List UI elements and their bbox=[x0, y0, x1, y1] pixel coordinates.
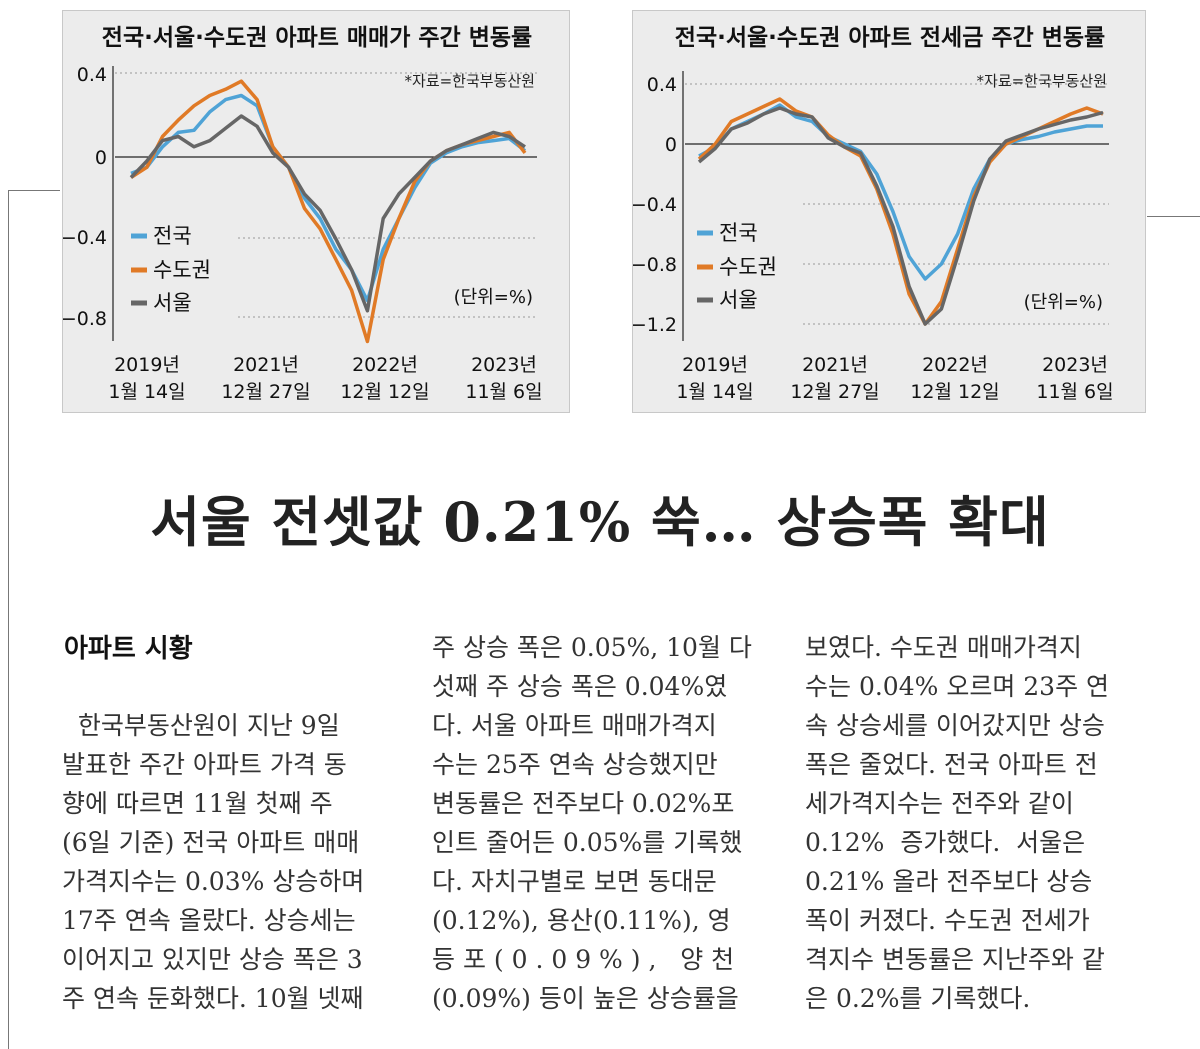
article-line: 다. 자치구별로 보면 동대문 bbox=[432, 867, 717, 896]
legend-label-seoul: 서울 bbox=[153, 291, 192, 315]
headline: 서울 전셋값 0.21% 쑥… 상승폭 확대 bbox=[150, 490, 1050, 554]
article-line: 가격지수는 0.03% 상승하며 bbox=[62, 867, 365, 896]
article-line: 0.21% 올라 전주보다 상승 bbox=[805, 867, 1093, 896]
section-label: 아파트 시황 bbox=[64, 634, 193, 664]
x-tick-date: 11월 6일 bbox=[465, 381, 542, 403]
chart-unit: (단위=%) bbox=[1024, 292, 1103, 313]
legend-label-national: 전국 bbox=[153, 224, 192, 248]
x-tick-year: 2019년 bbox=[682, 354, 748, 376]
article-line: 0.12% 증가했다. 서울은 bbox=[805, 828, 1086, 857]
x-tick-year: 2019년 bbox=[114, 354, 180, 376]
article-line: 속 상승세를 이어갔지만 상승 bbox=[805, 711, 1105, 740]
x-tick-date: 12월 27일 bbox=[790, 381, 879, 403]
chart-unit: (단위=%) bbox=[454, 287, 533, 308]
sale-price-chart-svg: 전국·서울·수도권 아파트 매매가 주간 변동률 *자료=한국부동산원 0.4 … bbox=[63, 25, 543, 403]
jeonse-chart: 전국·서울·수도권 아파트 전세금 주간 변동률 *자료=한국부동산원 0.4 … bbox=[632, 10, 1146, 413]
article-line: (0.12%), 용산(0.11%), 영 bbox=[432, 906, 731, 935]
x-tick-date: 11월 6일 bbox=[1036, 381, 1113, 403]
y-tick-label: −0.8 bbox=[63, 308, 107, 330]
series-line-national bbox=[130, 93, 527, 303]
series-line-seoul bbox=[129, 114, 526, 313]
article-line: 인트 줄어든 0.05%를 기록했 bbox=[432, 828, 743, 857]
series-lines bbox=[697, 97, 1104, 326]
y-tick-label: 0.4 bbox=[77, 64, 107, 86]
y-tick-label: −0.4 bbox=[633, 194, 677, 216]
article-line: 한국부동산원이 지난 9일 bbox=[62, 711, 340, 740]
series-line-capital bbox=[697, 97, 1104, 326]
article-line: 변동률은 전주보다 0.02%포 bbox=[432, 789, 735, 818]
x-tick-year: 2021년 bbox=[233, 354, 299, 376]
series-line-seoul bbox=[697, 106, 1104, 326]
article-line: 이어지고 있지만 상승 폭은 3 bbox=[62, 945, 363, 974]
sale-price-chart: 전국·서울·수도권 아파트 매매가 주간 변동률 *자료=한국부동산원 0.4 … bbox=[62, 10, 570, 413]
article-line: 보였다. 수도권 매매가격지 bbox=[805, 633, 1082, 662]
y-tick-label: −0.4 bbox=[63, 227, 107, 249]
legend-label-capital: 수도권 bbox=[153, 258, 211, 282]
article-line: 주 연속 둔화했다. 10월 넷째 bbox=[62, 984, 364, 1013]
x-tick-year: 2022년 bbox=[922, 354, 988, 376]
article-line: 폭은 줄었다. 전국 아파트 전 bbox=[805, 750, 1098, 779]
chart-title: 전국·서울·수도권 아파트 전세금 주간 변동률 bbox=[675, 25, 1105, 51]
chart-title: 전국·서울·수도권 아파트 매매가 주간 변동률 bbox=[102, 25, 532, 51]
article-line: 발표한 주간 아파트 가격 동 bbox=[62, 750, 347, 779]
y-tick-label: 0 bbox=[665, 134, 677, 156]
article-line: 수는 25주 연속 상승했지만 bbox=[432, 750, 718, 779]
x-tick-year: 2023년 bbox=[471, 354, 537, 376]
x-tick-date: 1월 14일 bbox=[108, 381, 185, 403]
top-rule-right bbox=[1147, 216, 1200, 217]
article-line: 폭이 커졌다. 수도권 전세가 bbox=[805, 906, 1090, 935]
chart-source: *자료=한국부동산원 bbox=[405, 72, 535, 90]
x-tick-year: 2021년 bbox=[802, 354, 868, 376]
legend-label-seoul: 서울 bbox=[719, 288, 758, 312]
article-line: (0.09%) 등이 높은 상승률을 bbox=[432, 984, 739, 1013]
x-tick-date: 12월 27일 bbox=[221, 381, 310, 403]
legend-label-national: 전국 bbox=[719, 221, 758, 245]
x-tick-date: 1월 14일 bbox=[676, 381, 753, 403]
top-rule-left bbox=[8, 190, 60, 191]
article-line: 섯째 주 상승 폭은 0.04%였 bbox=[432, 672, 728, 701]
article-line: 수는 0.04% 오르며 23주 연 bbox=[805, 672, 1110, 701]
x-tick-year: 2022년 bbox=[352, 354, 418, 376]
y-tick-label: 0 bbox=[95, 147, 107, 169]
y-tick-label: 0.4 bbox=[647, 74, 677, 96]
x-tick-date: 12월 12일 bbox=[910, 381, 999, 403]
x-tick-year: 2023년 bbox=[1042, 354, 1108, 376]
article-line: (6일 기준) 전국 아파트 매매 bbox=[62, 828, 360, 857]
left-vertical-rule bbox=[8, 190, 9, 1049]
y-tick-label: −0.8 bbox=[633, 254, 677, 276]
legend-label-capital: 수도권 bbox=[719, 255, 777, 279]
article-line: 은 0.2%를 기록했다. bbox=[805, 984, 1031, 1013]
chart-source: *자료=한국부동산원 bbox=[977, 72, 1107, 90]
y-tick-label: −1.2 bbox=[633, 314, 677, 336]
article-line: 다. 서울 아파트 매매가격지 bbox=[432, 711, 717, 740]
article-line: 향에 따르면 11월 첫째 주 bbox=[62, 789, 333, 818]
article-line: 17주 연속 올랐다. 상승세는 bbox=[62, 906, 356, 935]
series-lines bbox=[129, 79, 527, 344]
article-line: 격지수 변동률은 지난주와 같 bbox=[805, 945, 1105, 974]
article-line: 등 포 ( 0 . 0 9 % ) , 양 천 bbox=[432, 945, 735, 974]
jeonse-chart-svg: 전국·서울·수도권 아파트 전세금 주간 변동률 *자료=한국부동산원 0.4 … bbox=[633, 25, 1114, 403]
article-line: 세가격지수는 전주와 같이 bbox=[805, 789, 1074, 818]
x-tick-date: 12월 12일 bbox=[340, 381, 429, 403]
article-line: 주 상승 폭은 0.05%, 10월 다 bbox=[432, 633, 752, 662]
